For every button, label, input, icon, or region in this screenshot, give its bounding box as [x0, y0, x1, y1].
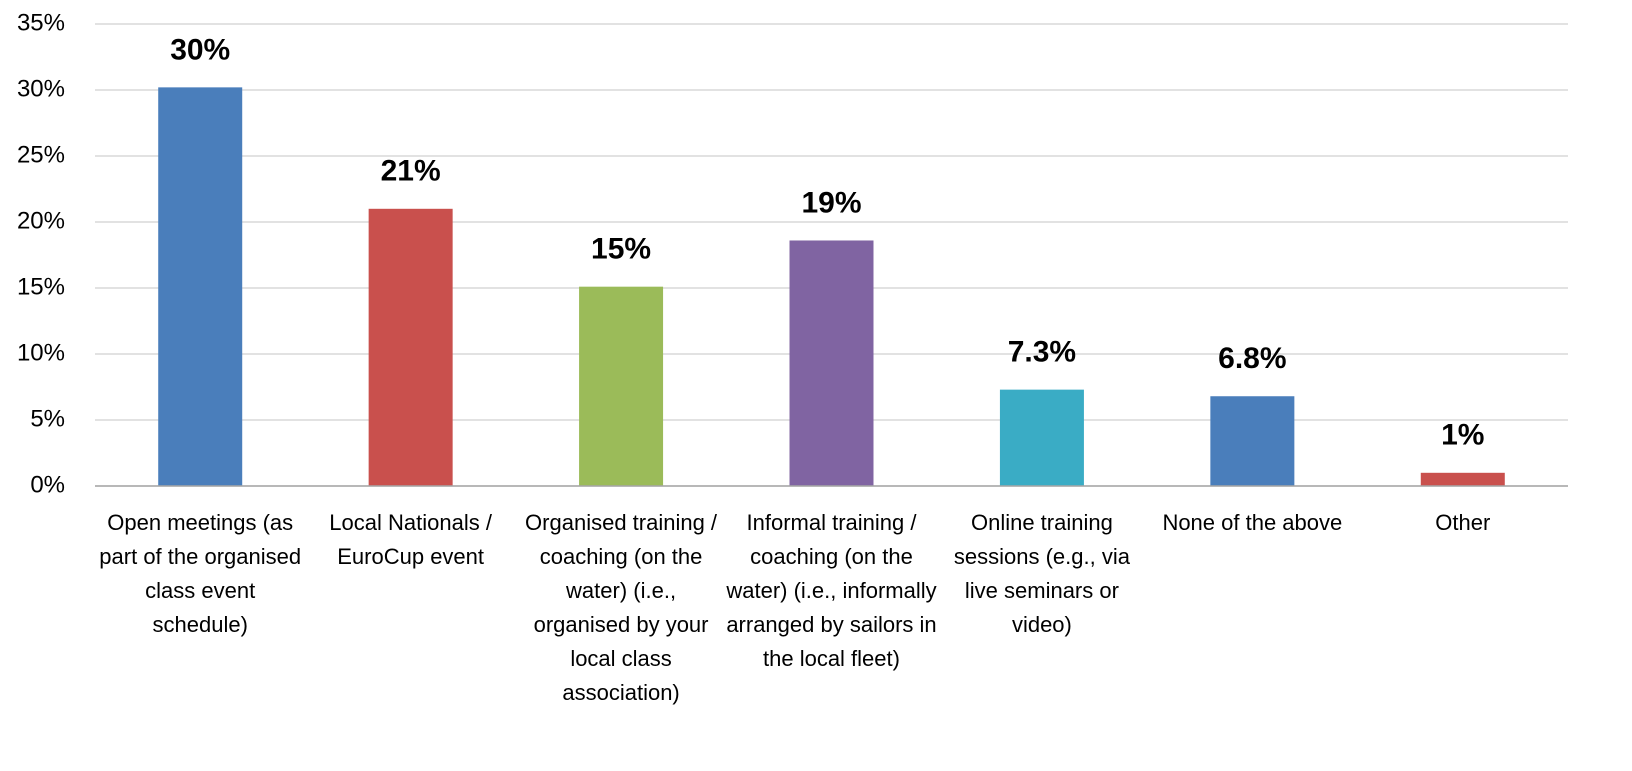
data-label: 30% [170, 33, 230, 66]
bar [1210, 396, 1295, 486]
data-label: 21% [381, 155, 441, 188]
y-tick-label: 30% [17, 75, 65, 102]
y-tick-label: 0% [30, 471, 65, 498]
data-label: 15% [591, 233, 651, 266]
x-tick-label: None of the above [1162, 510, 1343, 535]
y-tick-label: 20% [17, 207, 65, 234]
x-tick-label: Organised training / coaching (on the wa… [525, 510, 718, 705]
y-tick-label: 10% [17, 339, 65, 366]
x-tick-label: Informal training / coaching (on the wat… [726, 510, 937, 671]
bar [789, 240, 874, 486]
y-tick-label: 35% [17, 9, 65, 36]
x-tick-label: Local Nationals / EuroCup event [329, 510, 492, 569]
x-tick-label: Online training sessions (e.g., via live… [953, 510, 1130, 637]
y-tick-label: 5% [30, 405, 65, 432]
x-tick-label: Other [1435, 510, 1491, 535]
y-tick-label: 25% [17, 141, 65, 168]
bar [158, 87, 243, 487]
bar [999, 389, 1084, 486]
data-label: 6.8% [1218, 342, 1286, 375]
bar [1420, 472, 1505, 486]
bar [368, 208, 453, 487]
data-label: 19% [801, 186, 861, 219]
x-tick-label: Open meetings (as part of the organised … [99, 510, 302, 637]
bar [579, 286, 664, 486]
data-label: 7.3% [1008, 336, 1076, 369]
y-tick-label: 15% [17, 273, 65, 300]
data-label: 1% [1441, 419, 1484, 452]
